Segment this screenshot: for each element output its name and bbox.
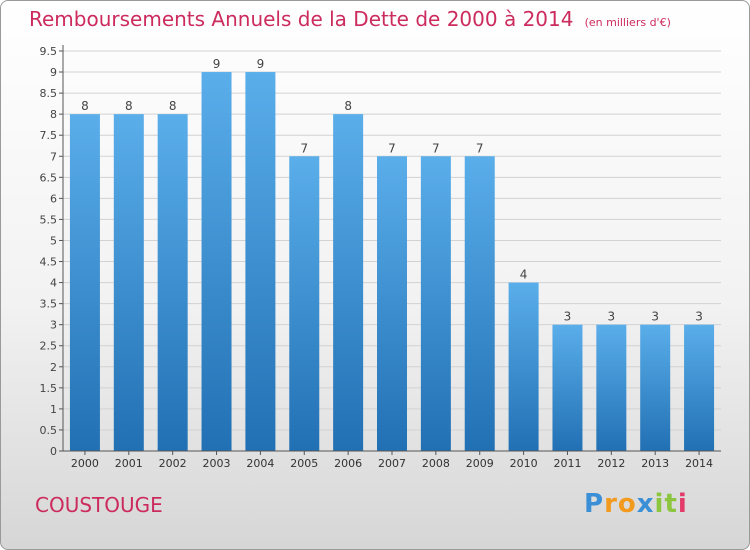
x-tick-label: 2011	[553, 457, 581, 470]
bar	[69, 114, 100, 451]
y-tick-label: 4	[50, 277, 57, 290]
bar	[464, 156, 495, 451]
data-label: 8	[169, 99, 177, 113]
y-tick-label: 1	[50, 403, 57, 416]
y-tick-label: 5	[50, 234, 57, 247]
data-label: 7	[300, 141, 308, 155]
data-label: 8	[81, 99, 89, 113]
y-tick-label: 2.5	[40, 340, 58, 353]
bars-layer	[69, 72, 715, 451]
y-tick-label: 3	[50, 319, 57, 332]
bar	[684, 324, 715, 451]
x-tick-label: 2010	[510, 457, 538, 470]
y-tick-label: 7	[50, 150, 57, 163]
logo-letter: i	[654, 489, 665, 519]
x-tick-label: 2007	[378, 457, 406, 470]
title-unit: (en milliers d'€)	[584, 16, 671, 29]
data-label: 3	[564, 310, 572, 324]
bar	[640, 324, 671, 451]
y-tick-label: 6	[50, 192, 57, 205]
y-tick-label: 9	[50, 66, 57, 79]
y-tick-label: 6.5	[40, 171, 58, 184]
x-tick-label: 2002	[159, 457, 187, 470]
y-tick-label: 8.5	[40, 87, 58, 100]
x-tick-label: 2008	[422, 457, 450, 470]
bar	[333, 114, 364, 451]
data-label: 8	[344, 99, 352, 113]
x-tick-label: 2012	[597, 457, 625, 470]
x-tick-label: 2009	[466, 457, 494, 470]
data-label: 8	[125, 99, 133, 113]
logo-letter: r	[604, 489, 618, 519]
y-tick-label: 8	[50, 108, 57, 121]
chart-title: Remboursements Annuels de la Dette de 20…	[29, 7, 671, 31]
data-label: 3	[651, 310, 659, 324]
x-tick-label: 2001	[115, 457, 143, 470]
logo-letter: t	[664, 489, 678, 519]
bar	[245, 72, 276, 451]
data-label: 7	[388, 141, 396, 155]
data-label: 4	[520, 268, 528, 282]
y-tick-label: 1.5	[40, 382, 58, 395]
labels-layer: 0 0.5 1 1.5 2 2.5 3 3.5 4 4.5 5 5.5 6 6.5 7 7.5 8 8.5 9 9.5…	[40, 45, 714, 470]
x-tick-label: 2006	[334, 457, 362, 470]
bar	[596, 324, 627, 451]
data-label: 3	[608, 310, 616, 324]
y-tick-label: 9.5	[40, 45, 58, 58]
logo-letter: i	[677, 489, 688, 519]
logo-letter: P	[584, 489, 605, 519]
x-tick-label: 2005	[290, 457, 318, 470]
data-label: 7	[432, 141, 440, 155]
x-tick-label: 2004	[246, 457, 274, 470]
data-label: 7	[476, 141, 484, 155]
commune-name: COUSTOUGE	[35, 493, 163, 517]
data-label: 9	[213, 57, 221, 71]
x-tick-label: 2013	[641, 457, 669, 470]
bar	[157, 114, 188, 451]
x-tick-label: 2014	[685, 457, 713, 470]
bar	[552, 324, 583, 451]
data-label: 9	[257, 57, 265, 71]
bar	[113, 114, 144, 451]
bar	[289, 156, 320, 451]
x-tick-label: 2003	[203, 457, 231, 470]
y-tick-label: 0	[50, 445, 57, 458]
y-tick-label: 0.5	[40, 424, 58, 437]
bar	[508, 282, 539, 451]
title-main: Remboursements Annuels de la Dette de 20…	[29, 7, 574, 31]
y-tick-label: 2	[50, 361, 57, 374]
data-label: 3	[695, 310, 703, 324]
bar	[201, 72, 232, 451]
y-tick-label: 4.5	[40, 256, 58, 269]
axes-layer	[59, 45, 721, 455]
proxiti-logo[interactable]: Proxiti	[584, 489, 688, 519]
y-tick-label: 7.5	[40, 129, 58, 142]
logo-letter: x	[636, 489, 655, 519]
y-tick-label: 5.5	[40, 213, 58, 226]
bar	[377, 156, 407, 451]
x-tick-label: 2000	[71, 457, 99, 470]
bar	[420, 156, 451, 451]
logo-letter: o	[617, 489, 637, 519]
y-tick-label: 3.5	[40, 298, 58, 311]
